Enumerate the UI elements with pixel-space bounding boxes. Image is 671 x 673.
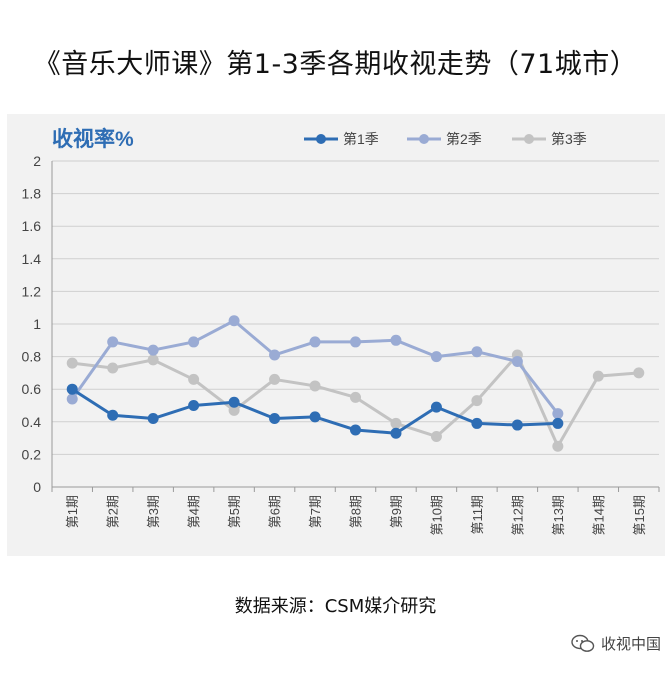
- legend-label: 第2季: [446, 131, 482, 147]
- x-tick-label: 第6期: [268, 495, 283, 528]
- data-point: [552, 440, 564, 452]
- series-line: [71, 387, 558, 435]
- data-point: [147, 354, 159, 366]
- data-point: [511, 419, 523, 431]
- x-tick-label: 第5期: [227, 495, 242, 528]
- series-line: [71, 319, 560, 415]
- x-tick-label: 第1期: [65, 495, 80, 528]
- data-point: [147, 413, 159, 425]
- data-point: [471, 417, 483, 429]
- y-tick-label: 2: [33, 153, 41, 169]
- data-point: [633, 367, 645, 379]
- x-tick-label: 第15期: [632, 495, 647, 535]
- series-2: [66, 315, 564, 420]
- data-point: [107, 362, 119, 374]
- y-tick-label: 1.4: [22, 251, 42, 267]
- data-point: [269, 413, 281, 425]
- data-point: [228, 404, 240, 416]
- data-point: [430, 401, 442, 413]
- x-tick-label: 第4期: [187, 495, 202, 528]
- y-tick-label: 0.8: [22, 349, 42, 365]
- y-tick-label: 1.2: [22, 283, 42, 299]
- data-point: [309, 336, 321, 348]
- series-3: [66, 349, 645, 452]
- series: [66, 315, 645, 452]
- y-tick-label: 1.8: [22, 186, 42, 202]
- x-tick-label: 第12期: [510, 495, 525, 535]
- data-point: [309, 411, 321, 423]
- data-point: [107, 409, 119, 421]
- y-axis-label: 收视率%: [52, 127, 134, 151]
- data-point: [350, 336, 361, 348]
- x-tick-label: 第9期: [389, 495, 404, 528]
- data-point: [188, 400, 200, 411]
- legend-marker: [316, 134, 326, 144]
- data-point: [228, 396, 240, 408]
- data-point: [511, 355, 523, 367]
- data-point: [188, 336, 200, 348]
- axes: 0 0.2 0.4 0.6 0.8 1 1.2 1.4 1.6 1.8 2 第1期 第2期 第3期 第4期 第…: [22, 153, 660, 535]
- data-point: [269, 349, 281, 361]
- data-point: [107, 336, 119, 348]
- data-point: [350, 424, 361, 436]
- x-tick-label: 第11期: [470, 495, 485, 534]
- source-note: 数据来源：CSM媒介研究: [234, 596, 437, 617]
- x-tick-label: 第2期: [106, 495, 121, 528]
- watermark: 收视中国: [571, 633, 661, 654]
- legend-label: 第3季: [551, 131, 587, 147]
- grid-lines: [52, 160, 659, 455]
- y-tick-label: 1: [33, 316, 41, 332]
- data-point: [390, 427, 402, 439]
- x-tick-label: 第7期: [308, 495, 323, 528]
- data-point: [188, 373, 200, 385]
- data-point: [430, 351, 442, 363]
- y-tick-label: 0.2: [22, 446, 42, 462]
- data-point: [471, 346, 483, 358]
- data-point: [552, 408, 564, 420]
- data-point: [309, 380, 321, 392]
- legend: 第1季 第2季 第3季: [304, 131, 587, 147]
- page-title: 《音乐大师课》第1-3季各期收视走势（71城市）: [33, 49, 638, 80]
- data-point: [552, 417, 564, 429]
- data-point: [350, 391, 361, 403]
- series-1: [66, 383, 564, 439]
- data-point: [66, 357, 78, 369]
- data-point: [147, 344, 159, 356]
- y-tick-label: 0.6: [22, 381, 42, 397]
- y-tick-label: 0: [33, 479, 41, 495]
- data-point: [228, 315, 240, 327]
- x-tick-label: 第13期: [551, 495, 566, 535]
- y-tick-label: 1.6: [22, 218, 42, 234]
- data-point: [471, 395, 483, 407]
- wechat-icon: [571, 634, 595, 652]
- data-point: [390, 417, 402, 429]
- x-tick-label: 第3期: [146, 495, 161, 528]
- y-tick-label: 0.4: [22, 414, 42, 430]
- chart-panel: 0 0.2 0.4 0.6 0.8 1 1.2 1.4 1.6 1.8 2 第1期 第2期 第3期 第4期 第…: [7, 114, 665, 556]
- watermark-text: 收视中国: [600, 635, 661, 653]
- line-chart: 0 0.2 0.4 0.6 0.8 1 1.2 1.4 1.6 1.8 2 第1期 第2期 第3期 第4期 第…: [22, 127, 660, 535]
- legend-marker: [524, 134, 534, 144]
- x-tick-label: 第10期: [429, 495, 444, 535]
- data-point: [66, 383, 78, 395]
- data-point: [592, 370, 604, 382]
- data-point: [390, 334, 402, 346]
- legend-marker: [419, 134, 429, 144]
- legend-label: 第1季: [343, 131, 379, 147]
- x-tick-label: 第8期: [349, 495, 364, 528]
- data-point: [66, 393, 78, 405]
- x-tick-label: 第14期: [591, 495, 606, 535]
- data-point: [430, 430, 442, 442]
- data-point: [269, 373, 281, 385]
